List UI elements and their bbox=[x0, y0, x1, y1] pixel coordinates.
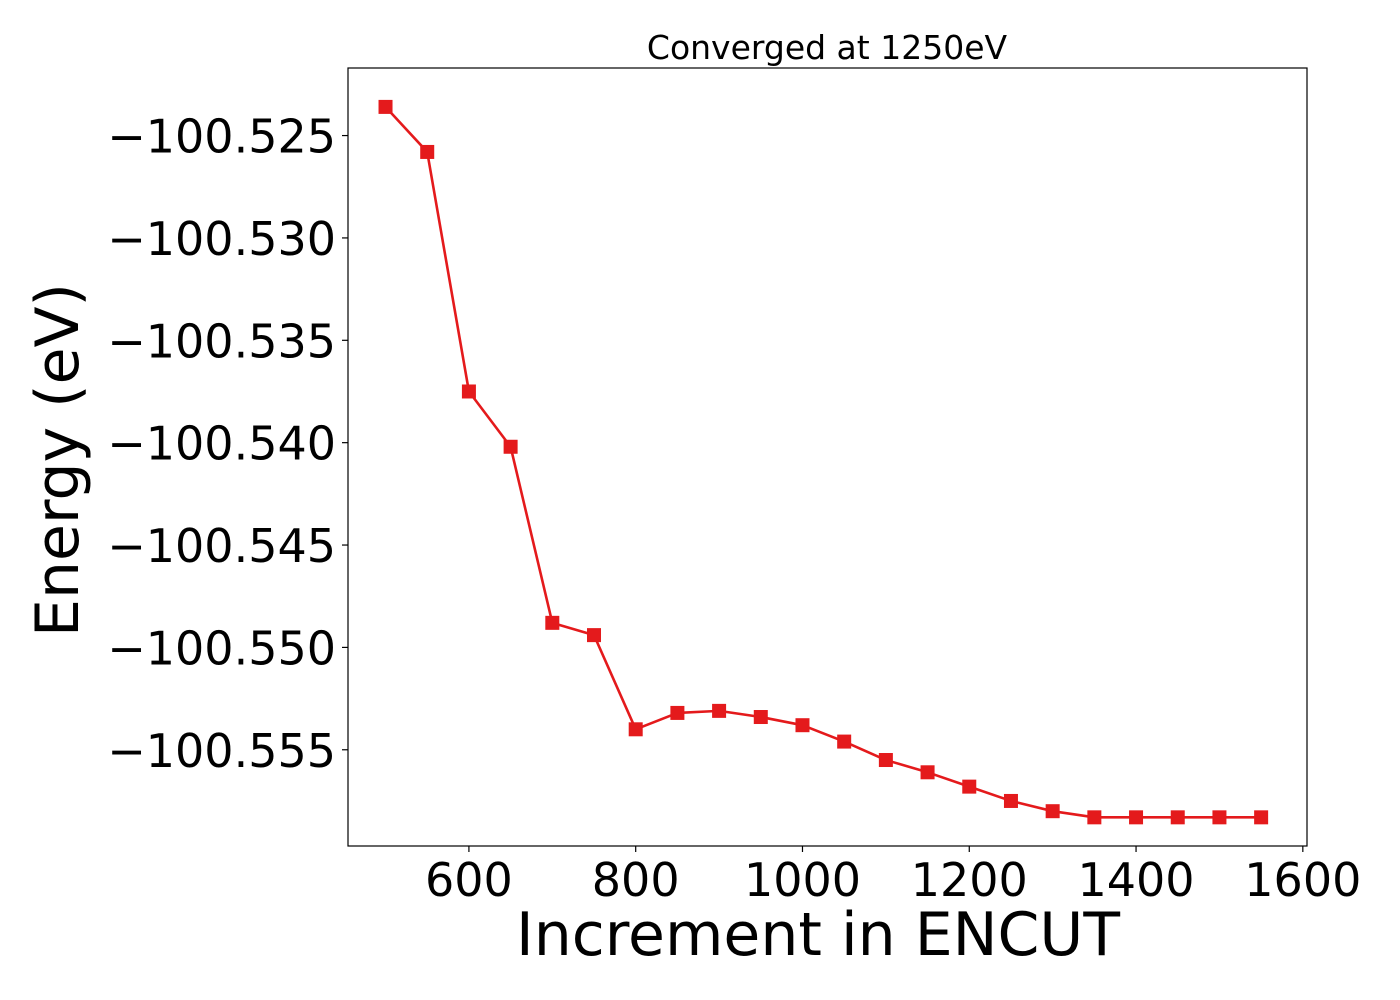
data-point-marker bbox=[461, 384, 476, 399]
data-point-marker bbox=[795, 718, 810, 733]
series-line-energy bbox=[384, 106, 1262, 819]
data-point-marker bbox=[753, 710, 768, 725]
data-point-marker bbox=[670, 705, 685, 720]
x-tick-label: 800 bbox=[592, 853, 680, 907]
data-point-marker bbox=[878, 753, 893, 768]
x-tick-label: 1000 bbox=[744, 853, 861, 907]
data-point-marker bbox=[1254, 810, 1269, 825]
x-tick-label: 1200 bbox=[911, 853, 1028, 907]
series-layer bbox=[378, 99, 1269, 825]
chart-title: Converged at 1250eV bbox=[647, 28, 1008, 67]
data-point-marker bbox=[420, 144, 435, 159]
data-point-marker bbox=[1003, 793, 1018, 808]
data-point-marker bbox=[545, 615, 560, 630]
data-point-marker bbox=[503, 439, 518, 454]
y-axis-title: Energy (eV) bbox=[23, 283, 93, 637]
x-tick-label: 600 bbox=[425, 853, 513, 907]
plot-area-frame bbox=[347, 67, 1308, 847]
y-tick-label: −100.525 bbox=[107, 110, 336, 164]
data-point-marker bbox=[712, 703, 727, 718]
y-tick-label: −100.540 bbox=[107, 417, 336, 471]
y-tick-label: −100.530 bbox=[107, 212, 336, 266]
data-point-marker bbox=[378, 99, 393, 114]
data-point-marker bbox=[920, 765, 935, 780]
y-tick-label: −100.545 bbox=[107, 519, 336, 573]
data-point-marker bbox=[962, 779, 977, 794]
x-tick-label: 1600 bbox=[1244, 853, 1361, 907]
data-point-marker bbox=[628, 722, 643, 737]
y-tick-label: −100.535 bbox=[107, 314, 336, 368]
data-point-marker bbox=[1045, 804, 1060, 819]
y-tick-label: −100.550 bbox=[107, 621, 336, 675]
data-point-marker bbox=[587, 628, 602, 643]
data-point-marker bbox=[837, 734, 852, 749]
y-tick-label: −100.555 bbox=[107, 724, 336, 778]
data-point-marker bbox=[1170, 810, 1185, 825]
data-point-marker bbox=[1129, 810, 1144, 825]
x-tick-label: 1400 bbox=[1078, 853, 1195, 907]
data-point-marker bbox=[1087, 810, 1102, 825]
y-axis: −100.525 −100.530 −100.535 −100.540 −100.545… bbox=[107, 110, 348, 778]
x-axis: 600 800 1000 1200 1400 1600 bbox=[425, 846, 1361, 907]
x-axis-title: Increment in ENCUT bbox=[516, 900, 1120, 970]
data-point-marker bbox=[1212, 810, 1227, 825]
